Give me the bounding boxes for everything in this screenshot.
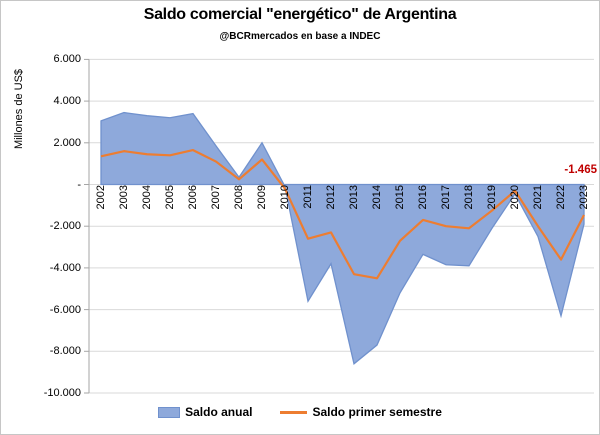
chart-subtitle: @BCRmercados en base a INDEC (219, 31, 381, 42)
y-tick-label: 2.000 (53, 136, 81, 149)
legend-item-saldo-anual: Saldo anual (158, 405, 252, 419)
x-tick-label: 2023 (578, 185, 590, 210)
x-tick-label: 2021 (532, 185, 544, 210)
x-tick-label: 2017 (440, 185, 452, 210)
x-tick-label: 2016 (417, 185, 429, 210)
x-tick-label: 2018 (463, 185, 475, 210)
area-series-swatch-icon (158, 406, 181, 418)
x-tick-label: 2012 (325, 185, 337, 210)
y-tick-label: -10.000 (43, 387, 81, 399)
legend-label-saldo-anual: Saldo anual (185, 405, 253, 419)
y-tick-label: -2.000 (49, 220, 81, 233)
y-tick-label: -6.000 (49, 303, 81, 316)
x-tick-label: 2010 (279, 185, 291, 210)
legend-label-saldo-primer-semestre: Saldo primer semestre (312, 405, 442, 419)
x-tick-label: 2014 (371, 185, 383, 210)
x-tick-label: 2003 (118, 185, 130, 210)
x-tick-label: 2009 (256, 185, 268, 210)
y-tick-label: 4.000 (53, 95, 81, 108)
x-tick-label: 2011 (302, 185, 314, 209)
x-tick-label: 2022 (555, 185, 567, 210)
x-tick-label: 2019 (486, 185, 498, 210)
x-tick-label: 2002 (95, 185, 107, 210)
annotation-label: -1.465 (564, 164, 597, 176)
x-tick-label: 2004 (141, 185, 153, 210)
x-tick-label: 2006 (187, 185, 199, 210)
y-axis-title: Millones de US$ (13, 68, 25, 150)
line-series-saldo-primer-semestre (100, 148, 585, 280)
legend-item-saldo-primer-semestre: Saldo primer semestre (280, 405, 442, 419)
area-series-saldo-anual (100, 111, 585, 365)
x-tick-label: 2005 (164, 185, 176, 210)
x-tick-label: 2007 (210, 185, 222, 210)
legend: Saldo anual Saldo primer semestre (1, 405, 599, 419)
x-tick-label: 2015 (394, 185, 406, 210)
x-tick-label: 2013 (348, 185, 360, 210)
y-tick-label: -4.000 (49, 261, 81, 274)
x-tick-label: 2020 (509, 185, 521, 210)
y-tick-label: -8.000 (49, 345, 81, 358)
line-series-swatch-icon (280, 410, 308, 414)
y-tick-label: 6.000 (53, 53, 81, 66)
chart-title: Saldo comercial "energético" de Argentin… (143, 6, 457, 23)
y-tick-label: - (77, 178, 81, 191)
x-tick-label: 2008 (233, 185, 245, 210)
